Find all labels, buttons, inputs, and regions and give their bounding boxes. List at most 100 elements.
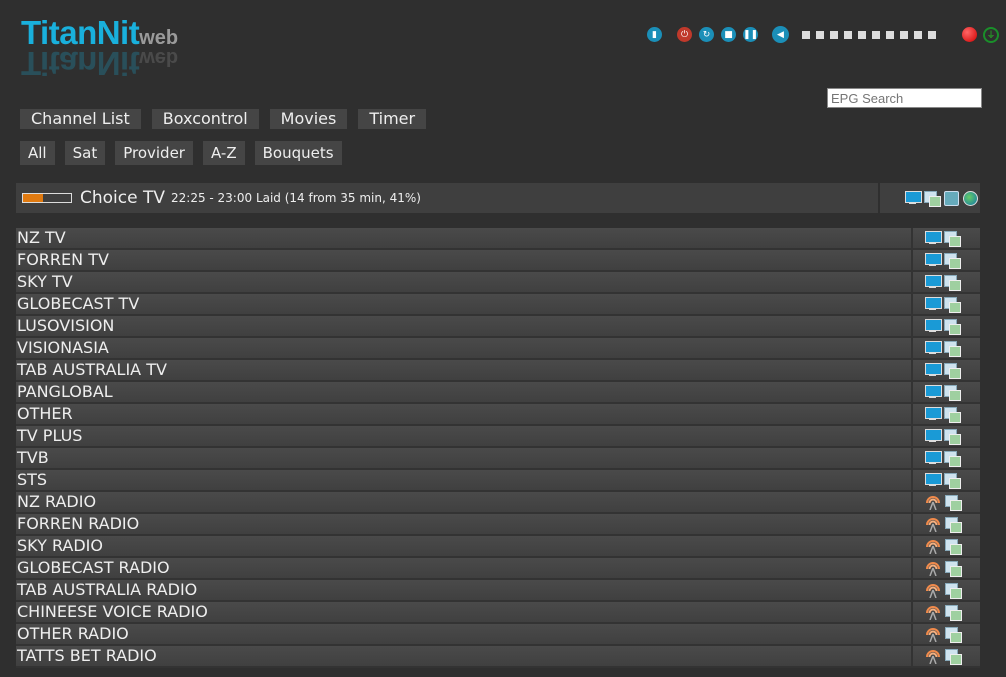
epg-list-icon[interactable] <box>944 274 961 291</box>
filter-sat[interactable]: Sat <box>64 141 106 165</box>
epg-list-icon[interactable] <box>945 604 962 621</box>
epg-list-icon[interactable] <box>944 252 961 269</box>
channel-name[interactable]: TV PLUS <box>16 426 913 446</box>
filter-all[interactable]: All <box>20 141 55 165</box>
volume-step[interactable] <box>886 30 894 39</box>
pause-icon[interactable]: ❚❚ <box>743 27 758 42</box>
stream-tv-icon[interactable] <box>925 451 942 465</box>
channel-name[interactable]: SKY RADIO <box>16 536 913 556</box>
stream-tv-icon[interactable] <box>905 191 922 205</box>
stream-tv-icon[interactable] <box>925 319 942 333</box>
epg-list-icon[interactable] <box>945 648 962 665</box>
nav-movies[interactable]: Movies <box>269 109 348 129</box>
channel-row: FORREN TV <box>16 250 980 272</box>
stream-tv-icon[interactable] <box>925 407 942 421</box>
channel-name[interactable]: PANGLOBAL <box>16 382 913 402</box>
stream-tv-icon[interactable] <box>925 231 942 245</box>
epg-list-icon[interactable] <box>944 296 961 313</box>
stream-tv-icon[interactable] <box>925 473 942 487</box>
nav-boxcontrol[interactable]: Boxcontrol <box>151 109 259 129</box>
volume-bar <box>796 30 936 39</box>
current-channel[interactable]: Choice TV <box>80 188 165 208</box>
channel-row: NZ TV <box>16 228 980 250</box>
epg-list-icon[interactable] <box>945 626 962 643</box>
channel-name[interactable]: GLOBECAST RADIO <box>16 558 913 578</box>
volume-step[interactable] <box>816 30 824 39</box>
epg-list-icon[interactable] <box>945 538 962 555</box>
stream-tv-icon[interactable] <box>925 341 942 355</box>
volume-step[interactable] <box>858 30 866 39</box>
epg-list-icon[interactable] <box>944 384 961 401</box>
channel-name[interactable]: CHINEESE VOICE RADIO <box>16 602 913 622</box>
radio-icon[interactable] <box>925 516 941 533</box>
epg-detail-icon[interactable] <box>944 190 959 206</box>
radio-icon[interactable] <box>925 538 941 555</box>
radio-icon[interactable] <box>925 582 941 599</box>
radio-icon[interactable] <box>925 626 941 643</box>
radio-icon[interactable] <box>925 494 941 511</box>
radio-icon[interactable] <box>925 604 941 621</box>
channel-name[interactable]: SKY TV <box>16 272 913 292</box>
globe-icon[interactable] <box>963 190 978 206</box>
epg-list-icon[interactable] <box>944 318 961 335</box>
channel-name[interactable]: TAB AUSTRALIA RADIO <box>16 580 913 600</box>
filter-provider[interactable]: Provider <box>115 141 193 165</box>
channel-name[interactable]: LUSOVISION <box>16 316 913 336</box>
epg-list-icon[interactable] <box>945 516 962 533</box>
channel-name[interactable]: FORREN TV <box>16 250 913 270</box>
record-icon[interactable] <box>962 27 977 42</box>
signal-icon[interactable]: ⏚ <box>983 26 999 43</box>
channel-name[interactable]: NZ TV <box>16 228 913 248</box>
channel-name[interactable]: VISIONASIA <box>16 338 913 358</box>
channel-name[interactable]: OTHER RADIO <box>16 624 913 644</box>
radio-icon[interactable] <box>925 560 941 577</box>
remote-icon[interactable]: ▮ <box>647 27 662 42</box>
channel-name[interactable]: NZ RADIO <box>16 492 913 512</box>
stream-tv-icon[interactable] <box>925 275 942 289</box>
epg-list-icon[interactable] <box>945 560 962 577</box>
volume-step[interactable] <box>900 30 908 39</box>
epg-list-icon[interactable] <box>944 406 961 423</box>
channel-name[interactable]: GLOBECAST TV <box>16 294 913 314</box>
nav-channel-list[interactable]: Channel List <box>20 109 141 129</box>
volume-icon[interactable]: ◀ <box>772 26 789 43</box>
channel-list: NZ TV FORREN TV SKY TV GLOBECAST TV LUSOVISI… <box>16 228 980 668</box>
stream-tv-icon[interactable] <box>925 363 942 377</box>
epg-list-icon[interactable] <box>945 582 962 599</box>
channel-name[interactable]: TATTS BET RADIO <box>16 646 913 666</box>
stream-tv-icon[interactable] <box>925 429 942 443</box>
channel-name[interactable]: TAB AUSTRALIA TV <box>16 360 913 380</box>
channel-row: VISIONASIA <box>16 338 980 360</box>
radio-icon[interactable] <box>925 648 941 665</box>
epg-list-icon[interactable] <box>944 472 961 489</box>
volume-step[interactable] <box>872 30 880 39</box>
stream-tv-icon[interactable] <box>925 297 942 311</box>
epg-search-input[interactable] <box>827 88 982 108</box>
epg-list-icon[interactable] <box>944 340 961 357</box>
channel-row: SKY RADIO <box>16 536 980 558</box>
volume-step[interactable] <box>914 30 922 39</box>
volume-step[interactable] <box>928 30 936 39</box>
channel-name[interactable]: STS <box>16 470 913 490</box>
epg-list-icon[interactable] <box>944 428 961 445</box>
volume-step[interactable] <box>802 30 810 39</box>
logo-main: TitanNit <box>21 14 140 51</box>
nav-timer[interactable]: Timer <box>358 109 427 129</box>
epg-list-icon[interactable] <box>924 190 941 207</box>
restart-icon[interactable]: ↻ <box>699 27 714 42</box>
volume-step[interactable] <box>830 30 838 39</box>
filter-a-z[interactable]: A-Z <box>202 141 245 165</box>
stream-tv-icon[interactable] <box>925 253 942 267</box>
channel-name[interactable]: OTHER <box>16 404 913 424</box>
volume-step[interactable] <box>844 30 852 39</box>
channel-name[interactable]: TVB <box>16 448 913 468</box>
epg-list-icon[interactable] <box>944 450 961 467</box>
epg-list-icon[interactable] <box>945 494 962 511</box>
epg-list-icon[interactable] <box>944 230 961 247</box>
filter-bouquets[interactable]: Bouquets <box>254 141 342 165</box>
epg-list-icon[interactable] <box>944 362 961 379</box>
channel-name[interactable]: FORREN RADIO <box>16 514 913 534</box>
stop-icon[interactable]: ■ <box>721 27 736 42</box>
power-icon[interactable]: ⏻ <box>677 27 692 42</box>
stream-tv-icon[interactable] <box>925 385 942 399</box>
